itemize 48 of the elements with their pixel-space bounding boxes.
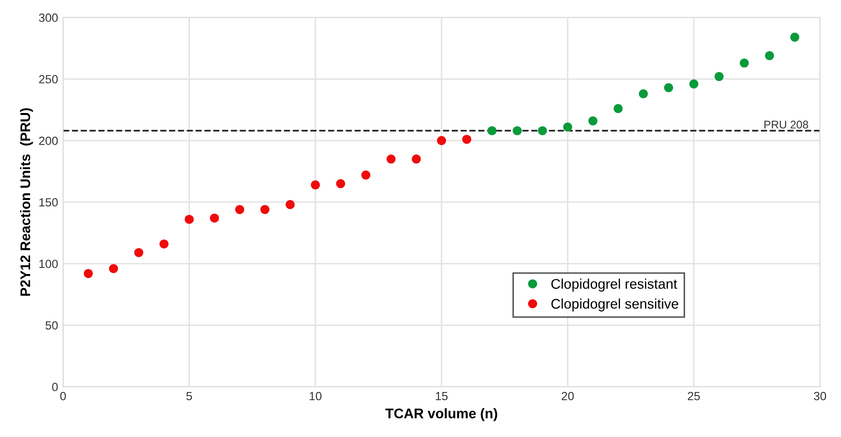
point [437, 136, 446, 146]
point [790, 32, 800, 42]
point [765, 51, 774, 60]
point [614, 104, 623, 114]
point [286, 200, 295, 210]
x-tick-label: 30 [814, 392, 826, 400]
point [563, 122, 572, 132]
x-tick-label: 15 [436, 392, 448, 400]
point [84, 268, 93, 278]
point [361, 170, 370, 180]
ref-line-label: PRU 208 [764, 120, 808, 129]
legend-label: Clopidogrel resistant [551, 278, 678, 292]
point [184, 214, 194, 224]
y-tick-label: 50 [46, 321, 58, 330]
point [235, 204, 244, 214]
y-tick-label: 0 [52, 382, 58, 392]
point [462, 134, 472, 144]
point [664, 83, 674, 92]
point [412, 154, 421, 164]
point [538, 126, 547, 136]
point [689, 79, 698, 88]
point [386, 154, 396, 164]
point [310, 180, 320, 190]
y-tick-label: 150 [39, 198, 58, 207]
point [512, 126, 522, 136]
point [588, 116, 598, 126]
point [109, 264, 118, 274]
point [134, 248, 144, 258]
x-axis-title: TCAR volume (n) [385, 408, 498, 422]
point [210, 214, 219, 223]
legend-label: Clopidogrel sensitive [551, 298, 678, 312]
point [714, 72, 724, 82]
x-tick-label: 5 [186, 392, 192, 400]
point [638, 89, 648, 98]
point [487, 126, 496, 136]
x-tick-label: 10 [310, 392, 322, 400]
point [159, 239, 169, 248]
x-tick-label: 0 [60, 392, 66, 400]
y-tick-label: 200 [39, 136, 58, 145]
y-tick-label: 250 [39, 75, 58, 84]
point [260, 204, 270, 214]
y-tick-label: 300 [38, 14, 58, 22]
y-axis-title: P2Y12 Reaction Units (PRU) [20, 108, 33, 296]
point [336, 179, 346, 188]
x-tick-label: 20 [562, 392, 574, 400]
point [740, 58, 749, 68]
x-tick-label: 25 [688, 392, 700, 400]
y-tick-label: 100 [39, 260, 58, 268]
